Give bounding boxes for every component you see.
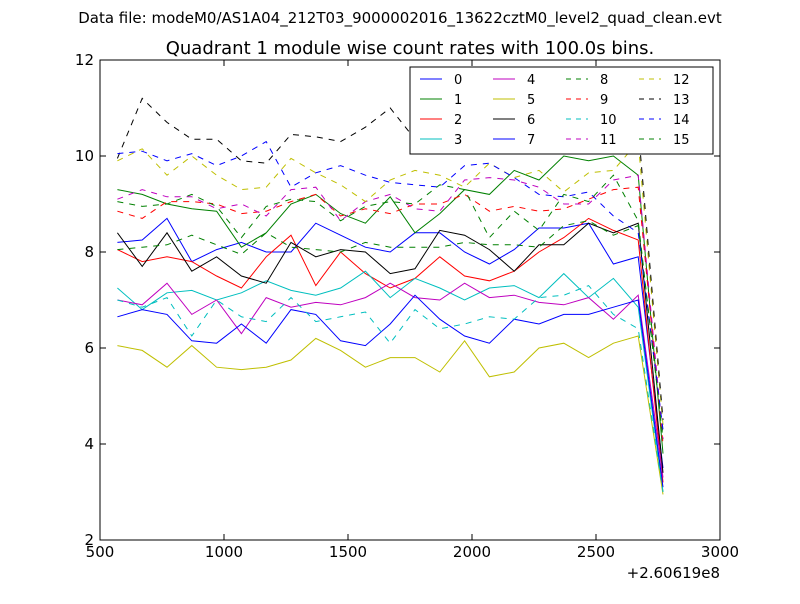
series-line-5 bbox=[117, 335, 664, 495]
legend-label-6: 6 bbox=[527, 113, 535, 128]
legend-label-3: 3 bbox=[454, 133, 462, 148]
x-axis-offset: +2.60619e8 bbox=[627, 564, 720, 582]
series-line-7 bbox=[117, 294, 664, 488]
chart-title: Quadrant 1 module wise count rates with … bbox=[166, 38, 655, 59]
legend-label-14: 14 bbox=[673, 113, 690, 128]
series-line-11 bbox=[117, 174, 664, 440]
data-file-suptitle: Data file: modeM0/AS1A04_212T03_90000020… bbox=[78, 9, 722, 28]
plot-frame bbox=[99, 59, 721, 541]
y-tick-label: 8 bbox=[84, 243, 94, 261]
series-line-10 bbox=[117, 285, 664, 493]
x-tick-label: 2500 bbox=[577, 543, 615, 561]
legend-label-0: 0 bbox=[454, 73, 462, 88]
x-tick-label: 3000 bbox=[701, 543, 739, 561]
legend-label-1: 1 bbox=[454, 93, 462, 108]
x-tick-label: 1000 bbox=[205, 543, 243, 561]
x-tick-label: 1500 bbox=[329, 543, 367, 561]
series-line-9 bbox=[117, 186, 664, 445]
legend-box bbox=[409, 66, 714, 155]
series-line-6 bbox=[116, 222, 664, 473]
legend-label-7: 7 bbox=[527, 133, 535, 148]
y-tick-label: 10 bbox=[75, 147, 94, 165]
series-line-0 bbox=[117, 217, 664, 469]
plot-lines bbox=[116, 97, 664, 495]
legend-label-10: 10 bbox=[600, 113, 617, 128]
legend-label-5: 5 bbox=[527, 93, 535, 108]
series-line-13 bbox=[116, 97, 664, 421]
series-line-12 bbox=[117, 140, 664, 425]
x-tick-label: 2000 bbox=[453, 543, 491, 561]
series-line-1 bbox=[117, 155, 664, 454]
legend-label-8: 8 bbox=[600, 73, 608, 88]
series-line-14 bbox=[117, 140, 664, 430]
legend-label-13: 13 bbox=[673, 93, 690, 108]
legend-label-4: 4 bbox=[527, 73, 535, 88]
y-tick-label: 12 bbox=[75, 51, 94, 69]
legend-label-9: 9 bbox=[600, 93, 608, 108]
legend-label-2: 2 bbox=[454, 113, 462, 128]
y-tick-label: 6 bbox=[84, 339, 94, 357]
legend-label-12: 12 bbox=[673, 73, 690, 88]
x-tick-label: 500 bbox=[86, 543, 115, 561]
y-tick-label: 2 bbox=[84, 531, 94, 549]
series-line-3 bbox=[117, 270, 664, 493]
series-line-8 bbox=[117, 220, 664, 435]
series-line-2 bbox=[117, 217, 664, 483]
y-tick-label: 4 bbox=[84, 435, 94, 453]
series-line-4 bbox=[117, 282, 664, 478]
series-line-15 bbox=[117, 174, 664, 440]
legend-label-15: 15 bbox=[673, 133, 690, 148]
legend-label-11: 11 bbox=[600, 133, 617, 148]
